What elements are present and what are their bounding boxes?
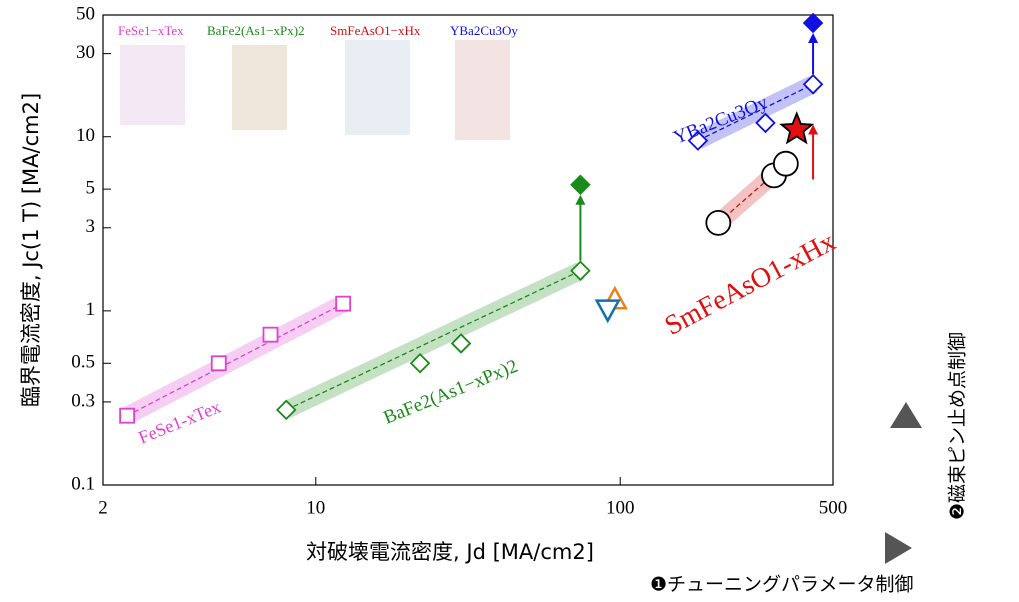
point bbox=[212, 356, 226, 370]
point bbox=[120, 409, 134, 423]
x-tick-label: 500 bbox=[819, 497, 848, 518]
y-tick-label: 30 bbox=[76, 42, 95, 63]
crystal-image bbox=[455, 40, 510, 140]
legend-label: YBa2Cu3Oy bbox=[450, 23, 518, 38]
y-tick-label: 50 bbox=[76, 3, 95, 24]
legend-label: FeSe1−xTex bbox=[118, 23, 184, 38]
y-tick-label: 0.1 bbox=[71, 473, 95, 494]
y-tick-label: 0.5 bbox=[71, 352, 95, 373]
improve-arrow-head bbox=[808, 33, 818, 43]
y-tick-label: 0.3 bbox=[71, 390, 95, 411]
point bbox=[264, 328, 278, 342]
x-tick-label: 2 bbox=[98, 497, 108, 518]
point bbox=[774, 152, 798, 176]
point bbox=[597, 301, 619, 321]
point bbox=[571, 176, 589, 194]
control-1: ❶チューニングパラメータ制御 bbox=[650, 574, 913, 596]
x-tick-label: 100 bbox=[606, 497, 635, 518]
y-tick-label: 1 bbox=[86, 299, 96, 320]
point bbox=[781, 114, 811, 143]
x-tick-label: 10 bbox=[306, 497, 325, 518]
crystal-image bbox=[120, 45, 185, 125]
crystal-image bbox=[232, 45, 287, 130]
arrow-2-head bbox=[890, 402, 922, 428]
series-label: BaFe2(As1−xPx)2 bbox=[381, 356, 521, 429]
improve-arrow-head bbox=[575, 195, 585, 205]
y-tick-label: 3 bbox=[86, 216, 96, 237]
legend-label: BaFe2(As1−xPx)2 bbox=[207, 23, 305, 38]
y-axis-label: 臨界電流密度, Jc(1 T) [MA/cm2] bbox=[19, 93, 43, 407]
crystal-image bbox=[345, 40, 410, 135]
point bbox=[804, 14, 822, 32]
x-axis-label: 対破壊電流密度, Jd [MA/cm2] bbox=[306, 540, 594, 564]
point bbox=[706, 211, 730, 235]
series-label: SmFeAsO1-xHx bbox=[660, 226, 841, 342]
chart: ❶チューニングパラメータ制御 ❷磁束ピン止め点制御 対破壊電流密度, Jd [M… bbox=[0, 0, 1019, 602]
point bbox=[336, 297, 350, 311]
y-tick-label: 5 bbox=[86, 177, 96, 198]
crystal-images bbox=[120, 40, 510, 140]
legend-label: SmFeAsO1−xHx bbox=[330, 23, 421, 38]
y-tick-label: 10 bbox=[76, 125, 95, 146]
control-2: ❷磁束ピン止め点制御 bbox=[947, 332, 969, 520]
